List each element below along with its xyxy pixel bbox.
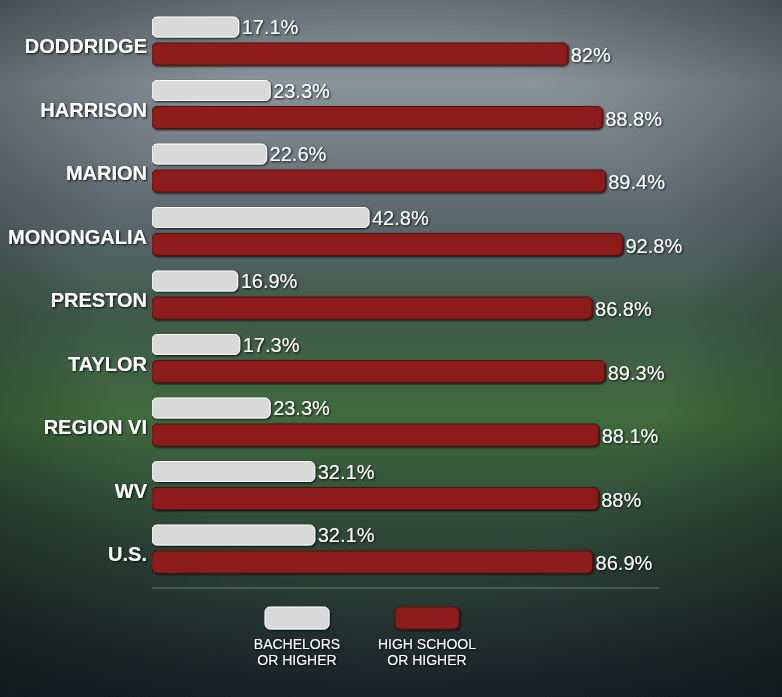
category-label: MONONGALIA <box>8 226 147 248</box>
data-label: 89.4% <box>608 171 665 193</box>
legend-label: BACHELORSOR HIGHER <box>254 636 340 668</box>
data-label: 32.1% <box>318 461 375 483</box>
background-vignette <box>0 0 782 697</box>
legend: BACHELORSOR HIGHERHIGH SCHOOLOR HIGHER <box>254 607 476 668</box>
category-label: HARRISON <box>40 99 147 121</box>
chart: DODDRIDGE HARRISON MARION MONONGALIA PRESTON… <box>0 0 782 697</box>
data-label: 22.6% <box>270 143 327 165</box>
bar <box>152 81 270 101</box>
bar <box>152 208 369 228</box>
legend-label-line: BACHELORS <box>254 636 340 652</box>
data-label: 23.3% <box>273 80 330 102</box>
x-axis-line <box>152 588 659 589</box>
background <box>0 0 782 697</box>
data-label: 16.9% <box>241 270 298 292</box>
bar <box>152 43 568 65</box>
bar <box>152 462 315 482</box>
legend-label-line: OR HIGHER <box>257 652 336 668</box>
bar <box>152 488 598 510</box>
data-label: 86.9% <box>596 552 653 574</box>
bar <box>152 107 602 129</box>
bar <box>152 234 622 256</box>
category-label: U.S. <box>108 543 147 565</box>
legend-label-line: HIGH SCHOOL <box>378 636 476 652</box>
bar <box>152 361 605 383</box>
category-label: REGION VI <box>44 416 147 438</box>
data-label: 17.1% <box>242 16 299 38</box>
data-label: 88% <box>601 489 641 511</box>
data-label: 88.1% <box>602 425 659 447</box>
category-label: WV <box>115 480 148 502</box>
bars <box>152 17 622 573</box>
bar <box>152 551 593 573</box>
bar <box>152 335 240 355</box>
data-label: 89.3% <box>608 362 665 384</box>
category-label: DODDRIDGE <box>25 35 147 57</box>
legend-label-line: OR HIGHER <box>387 652 466 668</box>
data-label: 42.8% <box>372 207 429 229</box>
legend-swatch <box>395 607 459 629</box>
data-label: 88.8% <box>605 108 662 130</box>
data-label: 17.3% <box>243 334 300 356</box>
category-label: PRESTON <box>51 289 147 311</box>
legend-label: HIGH SCHOOLOR HIGHER <box>378 636 476 668</box>
bar <box>152 398 270 418</box>
bar <box>152 525 315 545</box>
data-label: 86.8% <box>595 298 652 320</box>
labels: DODDRIDGE HARRISON MARION MONONGALIA PRESTON… <box>8 16 682 574</box>
data-label: 32.1% <box>318 524 375 546</box>
data-label: 23.3% <box>273 397 330 419</box>
bar <box>152 144 267 164</box>
legend-swatch <box>265 607 329 629</box>
category-label: TAYLOR <box>68 353 147 375</box>
bar <box>152 424 599 446</box>
category-label: MARION <box>66 162 147 184</box>
data-label: 92.8% <box>625 235 682 257</box>
bar <box>152 297 592 319</box>
data-label: 82% <box>571 44 611 66</box>
bar <box>152 271 238 291</box>
bar <box>152 170 605 192</box>
bar <box>152 17 239 37</box>
